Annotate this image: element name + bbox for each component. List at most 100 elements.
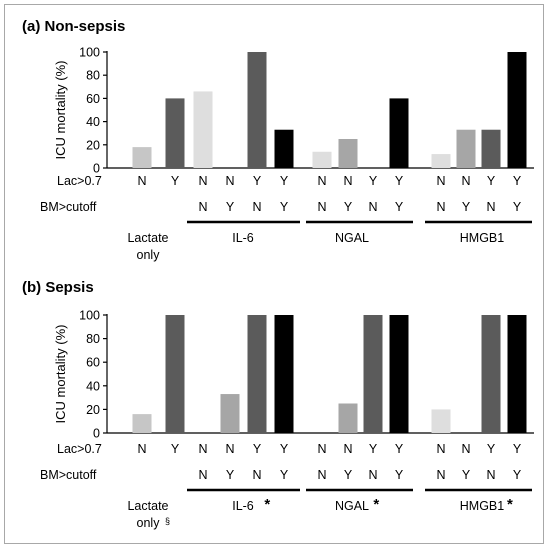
panel-b-y-tick-label: 60 (86, 356, 100, 370)
panel-b-y-axis-title: ICU mortality (%) (53, 325, 68, 424)
panel-b-y-tick-label: 100 (79, 309, 100, 323)
panel-a-bar (507, 52, 527, 168)
panel-a-y-tick-label: 60 (86, 92, 100, 106)
panel-b-row-label-bm: BM>cutoff (40, 468, 97, 482)
panel-b-lac-value: Y (280, 442, 289, 456)
panel-b-bar (274, 315, 294, 433)
panel-a-bm-value: N (436, 200, 445, 214)
panel-a-bar (193, 91, 213, 168)
panel-b-bm-value: N (486, 468, 495, 482)
panel-b-bar (338, 403, 358, 433)
panel-a-y-axis-title: ICU mortality (%) (53, 61, 68, 160)
panel-b-bar (481, 315, 501, 433)
panel-a-lac-value: Y (487, 174, 496, 188)
panel-b-y-tick-label: 20 (86, 403, 100, 417)
panel-b-lac-value: N (317, 442, 326, 456)
panel-b-group-label-line2: only (137, 516, 161, 530)
figure-frame (4, 4, 544, 544)
panel-a-bm-value: N (368, 200, 377, 214)
panel-a-lac-value: Y (369, 174, 378, 188)
panel-a-bar (132, 147, 152, 168)
panel-a-bm-value: Y (513, 200, 522, 214)
panel-b-lac-value: N (436, 442, 445, 456)
panel-b-y-tick-label: 80 (86, 332, 100, 346)
panel-a-lac-value: Y (513, 174, 522, 188)
panel-b-lac-value: Y (171, 442, 180, 456)
panel-a-lac-value: N (225, 174, 234, 188)
panel-a-y-tick-label: 20 (86, 138, 100, 152)
panel-a-bar (389, 98, 409, 168)
panel-a-group-label: Lactate (127, 231, 168, 245)
panel-b-lac-value: Y (253, 442, 262, 456)
panel-a-lac-value: N (436, 174, 445, 188)
panel-b-significance-marker: * (373, 496, 379, 513)
panel-a-group-label: NGAL (335, 231, 369, 245)
panel-b-bar (132, 414, 152, 433)
panel-b-row-label-lac: Lac>0.7 (57, 442, 102, 456)
panel-a-bar (338, 139, 358, 168)
panel-a-lac-value: Y (171, 174, 180, 188)
panel-a-lac-value: Y (280, 174, 289, 188)
panel-a-lac-value: Y (253, 174, 262, 188)
panel-b-bm-value: Y (395, 468, 404, 482)
panel-a-lac-value: N (198, 174, 207, 188)
panel-b-bm-value: N (317, 468, 326, 482)
panel-a-bm-value: Y (280, 200, 289, 214)
panel-a-lac-value: N (343, 174, 352, 188)
panel-a-bm-value: N (198, 200, 207, 214)
panel-a-y-tick-label: 40 (86, 115, 100, 129)
panel-b-bar (165, 315, 185, 433)
panel-a-bar (247, 52, 267, 168)
panel-b-bm-value: N (198, 468, 207, 482)
panel-a-lac-value: N (461, 174, 470, 188)
panel-b-bm-value: N (436, 468, 445, 482)
panel-b-bm-value: N (252, 468, 261, 482)
panel-a-bm-value: N (252, 200, 261, 214)
panel-a-bar (274, 129, 294, 168)
panel-a-bm-value: N (317, 200, 326, 214)
panel-b-group-label: Lactate (127, 499, 168, 513)
panel-a-lac-value: Y (395, 174, 404, 188)
panel-a-group-label-line2: only (137, 248, 161, 262)
panel-b-bm-value: Y (280, 468, 289, 482)
panel-a-bar (481, 129, 501, 168)
panel-a-title: (a) Non-sepsis (22, 18, 125, 35)
panel-a-group-label: IL-6 (232, 231, 254, 245)
panel-a-bm-value: Y (395, 200, 404, 214)
panel-b-significance-marker: * (507, 496, 513, 513)
panel-b-lac-value: N (137, 442, 146, 456)
panel-a-bm-value: Y (226, 200, 235, 214)
panel-b-significance-marker: * (264, 496, 270, 513)
panel-b-lac-value: Y (369, 442, 378, 456)
panel-a-row-label-lac: Lac>0.7 (57, 174, 102, 188)
panel-a-bm-value: N (486, 200, 495, 214)
panel-b-group-footnote-marker: § (165, 516, 170, 526)
panel-b-bm-value: Y (344, 468, 353, 482)
panel-a-bar (165, 98, 185, 168)
panel-a-y-tick-label: 100 (79, 46, 100, 60)
panel-a-bm-value: Y (344, 200, 353, 214)
panel-b-bar (220, 394, 240, 433)
panel-b-bar (431, 409, 451, 433)
panel-b-group-label: NGAL (335, 499, 369, 513)
panel-b-lac-value: Y (513, 442, 522, 456)
panel-b-lac-value: Y (487, 442, 496, 456)
panel-a-bar (456, 129, 476, 168)
panel-a-lac-value: N (137, 174, 146, 188)
panel-b-bm-value: N (368, 468, 377, 482)
panel-b-bm-value: Y (226, 468, 235, 482)
panel-b-group-label: IL-6 (232, 499, 254, 513)
panel-b-bm-value: Y (513, 468, 522, 482)
panel-a-group-label: HMGB1 (460, 231, 505, 245)
panel-b-lac-value: Y (395, 442, 404, 456)
panel-b-lac-value: N (461, 442, 470, 456)
panel-b-y-tick-label: 40 (86, 379, 100, 393)
panel-a-lac-value: N (317, 174, 326, 188)
panel-b-bm-value: Y (462, 468, 471, 482)
panel-a-bm-value: Y (462, 200, 471, 214)
panel-b-bar (507, 315, 527, 433)
panel-b-title: (b) Sepsis (22, 279, 94, 296)
panel-b-lac-value: N (343, 442, 352, 456)
panel-b-bar (389, 315, 409, 433)
panel-b-lac-value: N (225, 442, 234, 456)
